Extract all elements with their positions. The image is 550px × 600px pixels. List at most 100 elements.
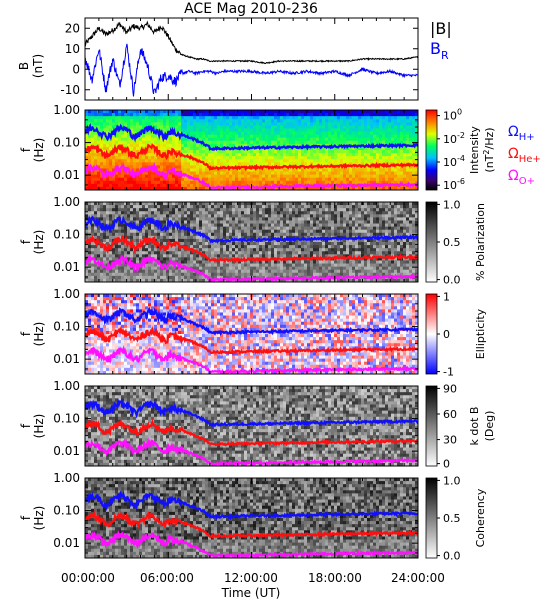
time-tick-label: 00:00:00 <box>61 571 115 585</box>
colorbar-tick-label: 1.0 <box>443 198 461 211</box>
figure-title: ACE Mag 2010-236 <box>184 1 318 17</box>
b-r-line <box>85 43 418 97</box>
y-tick-label: 0.01 <box>53 352 80 366</box>
y-tick-label: 1.00 <box>53 287 80 301</box>
colorbar-title: k dot B <box>468 407 481 446</box>
colorbar-tick-label: 1.0 <box>443 474 461 487</box>
colorbar-tick-label: 10-6 <box>443 177 465 192</box>
legend-omega-h: ΩH+ <box>508 124 535 143</box>
time-tick-label: 06:00:00 <box>140 571 194 585</box>
ellipticity-spectrogram <box>85 294 418 374</box>
colorbar-tick-label: 0 <box>443 328 450 341</box>
legend-omega-he: ΩHe+ <box>508 146 541 165</box>
omega-he-line <box>85 509 418 540</box>
panel-yunit: (Hz) <box>32 230 46 255</box>
colorbar-tick-label: 90 <box>443 382 457 395</box>
y-tick-label: 0.10 <box>53 412 80 426</box>
y-tick-label: 0.01 <box>53 444 80 458</box>
spectrogram-cells <box>85 386 418 466</box>
y-tick-label: 0.01 <box>53 168 80 182</box>
polarization-spectrogram <box>85 202 418 282</box>
panel-ylabel: f <box>19 331 33 336</box>
intensity-spectrogram <box>85 110 418 190</box>
panel-ylabel: f <box>19 147 33 152</box>
legend-b-total: |B| <box>430 19 452 38</box>
panel-ylabel: f <box>19 515 33 520</box>
y-tick-label: -10 <box>60 83 80 97</box>
x-axis-label: Time (UT) <box>221 586 281 600</box>
colorbar-tick-label: 100 <box>443 108 462 123</box>
omega-he-line <box>85 234 418 264</box>
b-field-yunit: (nT) <box>31 54 45 78</box>
coherency-panel: 1.00 0.10 0.01 f (Hz) 1.0 0.5 0.0 Coherency <box>19 471 487 563</box>
y-tick-label: 1.00 <box>53 379 80 393</box>
omega-h-line <box>85 306 418 337</box>
y-tick-label: 0.10 <box>53 228 80 242</box>
colorbar-title: % Polarization <box>474 203 487 281</box>
colorbar-tick-label: 0.5 <box>443 512 461 525</box>
panel-yunit: (Hz) <box>32 506 46 531</box>
colorbar-tick-label: 10-4 <box>443 154 465 169</box>
spectrogram-cells <box>85 202 418 282</box>
panel-yunit: (Hz) <box>32 414 46 439</box>
panel-yunit: (Hz) <box>32 138 46 163</box>
colorbar-tick-label: 0.0 <box>443 274 461 287</box>
omega-he-line <box>85 143 418 172</box>
omega-he-line <box>85 417 418 447</box>
colorbar <box>425 477 438 559</box>
colorbar-title: Coherency <box>474 488 487 547</box>
time-tick-label: 24:00:00 <box>391 571 445 585</box>
y-tick-label: 0.10 <box>53 504 80 518</box>
y-tick-label: 0.01 <box>53 536 80 550</box>
panel-yunit: (Hz) <box>32 322 46 347</box>
spectrogram-cells <box>85 110 418 190</box>
colorbar <box>425 109 438 191</box>
y-tick-label: 1.00 <box>53 195 80 209</box>
y-tick-label: 0.01 <box>53 260 80 274</box>
colorbar-tick-label: 30 <box>443 434 457 447</box>
colorbar-tick-label: -1 <box>443 366 454 379</box>
spectrogram-panels: 1.000.100.01f (Hz)10010-210-410-6Intensit… <box>19 103 496 563</box>
coherency-spectrogram <box>85 478 418 558</box>
omega-h-line <box>85 397 418 428</box>
legend-b-r: BR <box>430 39 449 62</box>
colorbar-unit: (nT2/Hz) <box>482 127 496 172</box>
spectrogram-cells <box>85 294 418 374</box>
b-field-ylabel: B <box>17 62 31 70</box>
kdotb-panel: 1.00 0.10 0.01 f (Hz) 90 60 30 0 k dot B (Deg) <box>19 379 496 471</box>
omega-h-line <box>85 490 418 521</box>
b-field-panel: 20 10 0 -10 B (nT) |B| BR <box>17 17 452 101</box>
colorbar-tick-label: 60 <box>443 408 457 421</box>
colorbar-tick-label: 0.5 <box>443 236 461 249</box>
y-tick-label: 10 <box>65 42 80 56</box>
b-field-lines <box>85 20 418 97</box>
omega-he-line <box>85 325 418 356</box>
panel-ylabel: f <box>19 423 33 428</box>
colorbar-tick-label: 0 <box>443 458 450 471</box>
omega-h-line <box>85 122 418 152</box>
y-tick-label: 20 <box>65 21 80 35</box>
colorbar-tick-label: 10-2 <box>443 131 465 146</box>
y-tick-label: 1.00 <box>53 103 80 117</box>
time-axis: 00:00:00 06:00:00 12:00:00 18:00:00 24:0… <box>61 571 445 600</box>
b-field-yticks: 20 10 0 -10 <box>60 18 419 100</box>
y-tick-label: 0 <box>72 62 80 76</box>
colorbar-unit: (Deg) <box>483 411 496 442</box>
ellipticity-panel: 1.00 0.10 0.01 f (Hz) 1 0 -1 Ellipticity <box>19 287 487 379</box>
time-tick-label: 12:00:00 <box>224 571 278 585</box>
omega-h-line <box>85 214 418 244</box>
y-tick-label: 1.00 <box>53 471 80 485</box>
colorbar-title: Intensity <box>468 126 481 174</box>
panel-ylabel: f <box>19 239 33 244</box>
y-tick-label: 0.10 <box>53 320 80 334</box>
time-tick-label: 18:00:00 <box>308 571 362 585</box>
legend-omega-o: ΩO+ <box>508 168 535 187</box>
polarization-panel: 1.00 0.10 0.01 f (Hz) 1.0 0.5 0.0 % Polarization <box>19 195 487 287</box>
colorbar-tick-label: 1 <box>443 290 450 303</box>
y-tick-label: 0.10 <box>53 136 80 150</box>
colorbar <box>425 293 438 375</box>
colorbar <box>425 385 438 467</box>
colorbar <box>425 201 438 283</box>
colorbar-title: Ellipticity <box>474 308 487 359</box>
